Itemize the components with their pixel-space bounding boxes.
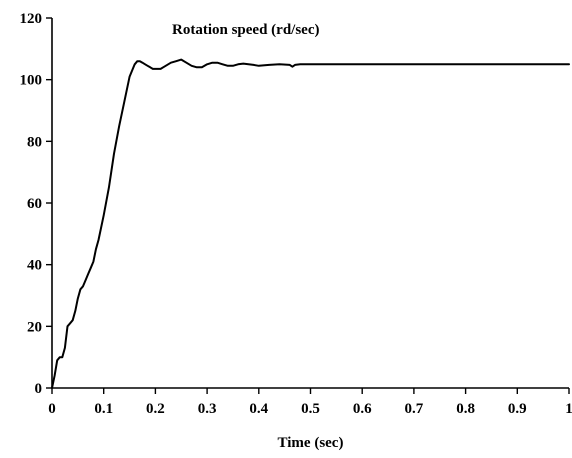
y-tick-label: 120 [20, 11, 43, 27]
y-tick-label: 100 [20, 73, 43, 89]
x-tick-label: 0 [48, 401, 56, 417]
x-tick-label: 0.7 [405, 401, 424, 417]
x-tick-label: 0.9 [508, 401, 527, 417]
x-axis-ticks: 0 0.1 0.2 0.3 0.4 0.5 0.6 0.7 0.8 0.9 1 [48, 388, 572, 417]
y-tick-label: 0 [35, 381, 43, 397]
y-axis-ticks: 0 20 40 60 80 100 120 [20, 11, 52, 397]
x-tick-label: 0.6 [353, 401, 372, 417]
x-tick-label: 0.1 [94, 401, 113, 417]
x-tick-label: 0.8 [456, 401, 475, 417]
y-tick-label: 60 [27, 196, 42, 212]
y-tick-label: 40 [27, 258, 42, 274]
x-axis-title: Time (sec) [278, 435, 344, 451]
x-tick-label: 0.4 [249, 401, 268, 417]
x-tick-label: 1 [565, 401, 572, 417]
chart-annotation: Rotation speed (rd/sec) [172, 22, 319, 38]
x-tick-label: 0.5 [301, 401, 320, 417]
x-tick-label: 0.2 [146, 401, 165, 417]
x-tick-label: 0.3 [198, 401, 217, 417]
y-tick-label: 20 [27, 319, 42, 335]
series-line-rotation-speed [51, 58, 570, 389]
y-tick-label: 80 [27, 134, 42, 150]
